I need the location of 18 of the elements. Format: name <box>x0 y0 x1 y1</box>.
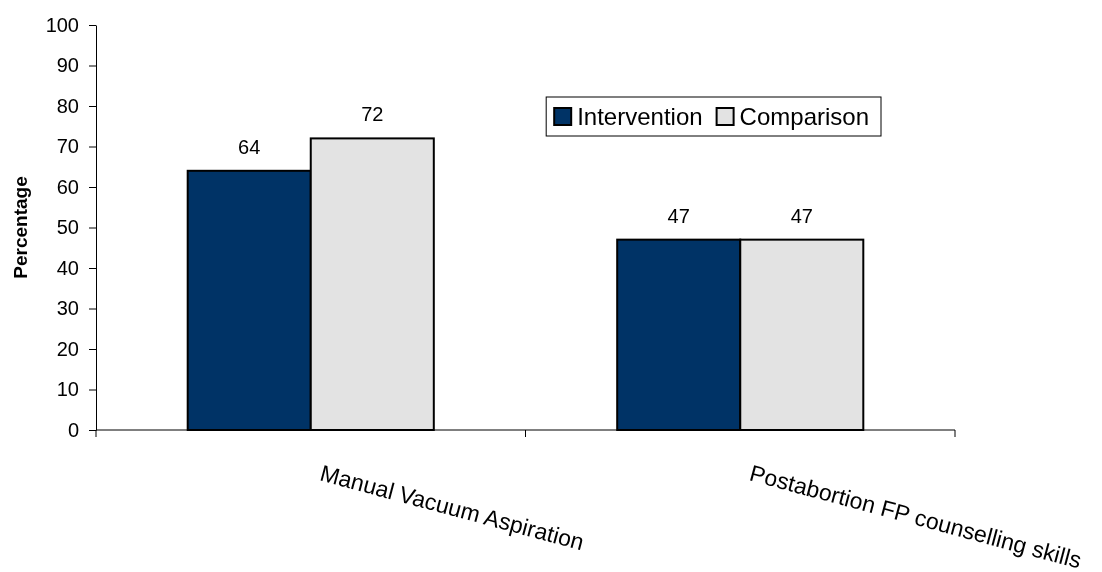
y-tick-label: 20 <box>56 337 79 360</box>
y-tick-label: 30 <box>56 297 79 320</box>
y-tick-label: 60 <box>56 175 79 198</box>
y-axis-title: Percentage <box>10 176 31 279</box>
y-tick-label: 10 <box>56 378 79 401</box>
legend-label: Intervention <box>577 103 703 130</box>
data-label: 72 <box>361 103 384 126</box>
y-tick-label: 80 <box>56 94 79 117</box>
y-tick-label: 100 <box>45 13 79 36</box>
y-tick-label: 50 <box>56 216 79 239</box>
y-tick-label: 40 <box>56 256 79 279</box>
data-label: 47 <box>667 204 690 227</box>
y-tick-label: 70 <box>56 135 79 158</box>
data-label: 47 <box>790 204 813 227</box>
y-tick-label: 0 <box>67 418 79 441</box>
legend-label: Comparison <box>739 103 869 130</box>
y-tick-label: 90 <box>56 54 79 77</box>
data-label: 64 <box>238 135 261 158</box>
